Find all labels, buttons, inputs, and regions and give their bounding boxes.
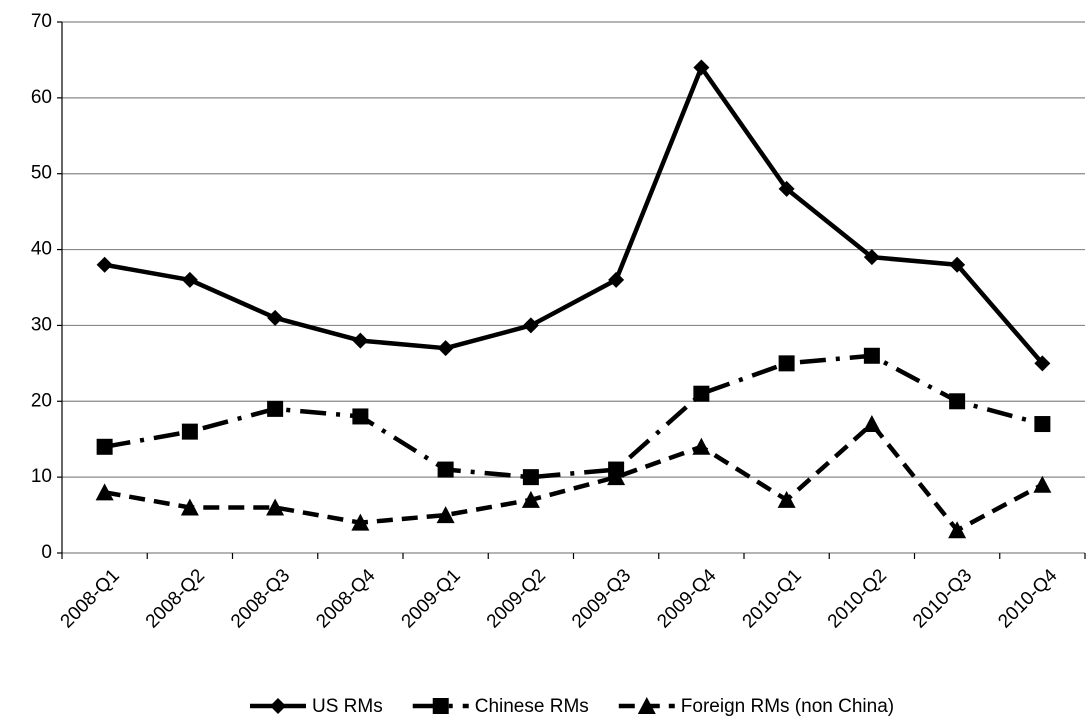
x-tick-label: 2009-Q4 <box>653 565 720 632</box>
y-tick-label: 20 <box>31 390 52 411</box>
legend-label: US RMs <box>312 696 383 717</box>
marker <box>1034 355 1051 372</box>
x-tick-label: 2010-Q4 <box>994 565 1061 632</box>
y-tick-label: 40 <box>31 239 52 260</box>
marker <box>777 490 796 508</box>
marker <box>1033 475 1052 493</box>
y-tick-label: 60 <box>31 87 52 108</box>
marker <box>96 438 113 455</box>
y-tick-label: 50 <box>31 163 52 184</box>
series-line <box>104 65 1045 365</box>
marker <box>862 415 881 433</box>
marker <box>95 483 114 501</box>
marker <box>949 256 966 273</box>
marker <box>437 340 454 357</box>
marker <box>96 256 113 273</box>
x-tick-label: 2009-Q1 <box>398 565 465 632</box>
marker <box>267 400 284 417</box>
y-tick-label: 10 <box>31 466 52 487</box>
series-line <box>104 353 1043 480</box>
y-tick-label: 30 <box>31 314 52 335</box>
marker <box>437 461 454 478</box>
x-tick-label: 2008-Q3 <box>227 565 294 632</box>
marker <box>693 59 710 76</box>
marker <box>607 468 626 486</box>
marker <box>436 506 455 524</box>
marker <box>778 180 795 197</box>
legend-label: Foreign RMs (non China) <box>681 696 894 717</box>
x-tick-label: 2010-Q2 <box>824 565 891 632</box>
marker <box>432 698 449 714</box>
marker <box>608 271 625 288</box>
marker <box>180 498 199 516</box>
x-tick-label: 2009-Q2 <box>483 565 550 632</box>
marker <box>1034 416 1051 433</box>
marker <box>949 393 966 410</box>
marker <box>266 498 285 516</box>
marker <box>352 408 369 425</box>
x-tick-label: 2009-Q3 <box>568 565 635 632</box>
marker <box>778 355 795 372</box>
x-tick-label: 2008-Q1 <box>57 565 124 632</box>
marker <box>637 697 656 714</box>
marker <box>693 385 710 402</box>
y-tick-label: 0 <box>41 542 52 563</box>
marker <box>522 317 539 334</box>
marker <box>948 521 967 539</box>
marker <box>352 332 369 349</box>
x-tick-label: 2008-Q4 <box>312 565 379 632</box>
marker <box>692 437 711 455</box>
legend-label: Chinese RMs <box>475 696 589 717</box>
marker <box>521 490 540 508</box>
marker <box>522 469 539 486</box>
x-tick-label: 2008-Q2 <box>142 565 209 632</box>
marker <box>270 698 286 714</box>
series-line <box>104 421 1044 533</box>
marker <box>863 249 880 266</box>
legend: US RMs Chinese RMs Foreign RMs (non China) <box>250 696 894 717</box>
marker <box>863 347 880 364</box>
x-tick-label: 2010-Q3 <box>909 565 976 632</box>
marker <box>267 309 284 326</box>
y-tick-label: 70 <box>31 11 52 32</box>
marker <box>181 271 198 288</box>
x-tick-label: 2010-Q1 <box>739 565 806 632</box>
marker <box>181 423 198 440</box>
marker <box>351 513 370 531</box>
